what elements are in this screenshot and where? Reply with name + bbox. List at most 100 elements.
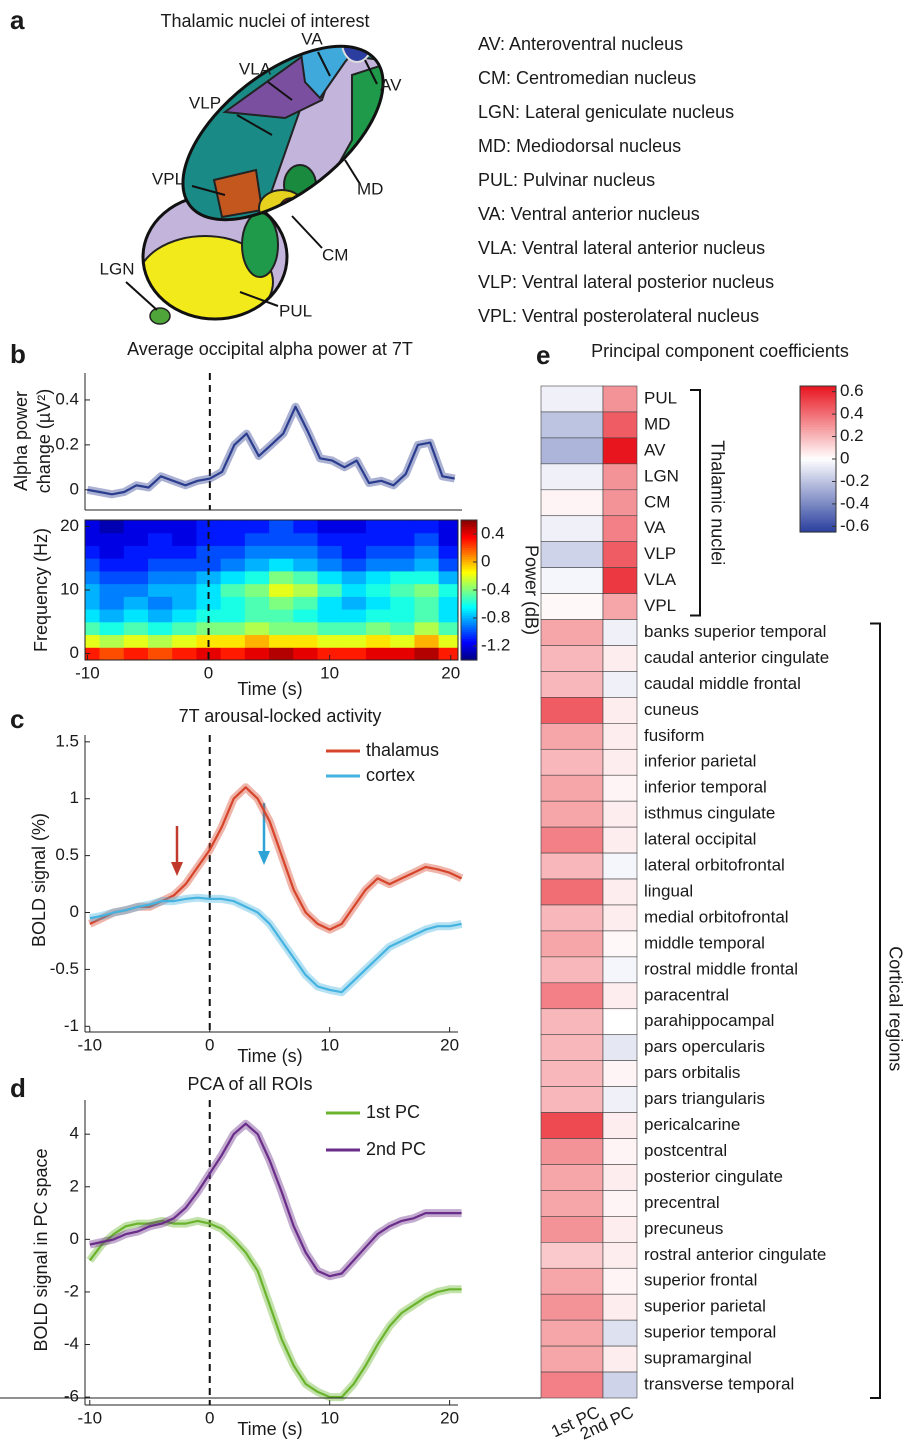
colorbar-label: Power (dB) xyxy=(521,545,541,635)
heatmap-cell xyxy=(414,634,440,648)
heatmap-cell xyxy=(540,671,604,698)
abbreviation-entry: CM: Centromedian nucleus xyxy=(478,68,696,88)
abbreviation-entry: VLA: Ventral lateral anterior nucleus xyxy=(478,238,765,258)
colorbar-segment xyxy=(461,608,477,612)
heatmap-cell xyxy=(390,558,415,572)
heatmap-cell xyxy=(540,1345,604,1373)
colorbar-segment xyxy=(461,655,477,659)
heatmap-cell xyxy=(341,583,367,597)
heatmap-cell xyxy=(438,621,458,636)
heatmap-cell xyxy=(602,489,638,517)
colorbar-segment xyxy=(800,459,836,463)
x-axis-label: Time (s) xyxy=(237,679,302,699)
colorbar-segment xyxy=(800,386,836,390)
heatmap-cell xyxy=(602,1138,638,1165)
panel-title: Average occipital alpha power at 7T xyxy=(127,339,413,359)
colorbar-tick-label: -1.2 xyxy=(481,635,510,654)
y-tick-label: 0 xyxy=(70,1229,79,1248)
row-label: MD xyxy=(644,414,670,433)
colorbar-segment xyxy=(800,407,836,411)
heatmap-cell xyxy=(602,541,638,568)
heatmap-cell xyxy=(341,545,367,559)
heatmap-cell xyxy=(414,609,440,623)
heatmap-cell xyxy=(540,748,604,776)
colorbar-segment xyxy=(461,604,477,607)
heatmap-cell xyxy=(602,1345,638,1373)
heatmap-cell xyxy=(540,826,604,854)
row-label: superior temporal xyxy=(644,1323,776,1342)
colorbar-segment xyxy=(461,534,477,537)
heatmap-cell xyxy=(540,567,604,594)
row-label: rostral anterior cingulate xyxy=(644,1245,826,1264)
heatmap-cell xyxy=(147,647,173,660)
heatmap-cell xyxy=(602,1008,638,1036)
region-label: VLP xyxy=(189,93,221,112)
heatmap-cell xyxy=(602,1034,638,1061)
colorbar-segment xyxy=(800,412,836,416)
colorbar-segment xyxy=(800,444,836,448)
heatmap-cells xyxy=(85,520,458,660)
heatmap-cell xyxy=(438,583,458,597)
heatmap-cell xyxy=(540,852,604,880)
line xyxy=(89,786,463,931)
heatmap-cell xyxy=(540,515,604,542)
heatmap-cell xyxy=(602,619,638,646)
heatmap-cell xyxy=(365,520,391,534)
heatmap-cell xyxy=(99,558,125,572)
heatmap-cell xyxy=(540,1138,604,1165)
colorbar-segment xyxy=(461,615,477,619)
colorbar-segment xyxy=(461,599,477,603)
colorbar-segment xyxy=(800,417,836,421)
colorbar-segment xyxy=(800,510,836,514)
colorbar-segment xyxy=(461,527,477,530)
colorbar-segment xyxy=(461,522,477,526)
colorbar-segment xyxy=(461,636,477,640)
heatmap-cell xyxy=(414,596,440,610)
colorbar-segment xyxy=(800,505,836,509)
heatmap-cell xyxy=(123,583,149,597)
y-axis-label: Frequency (Hz) xyxy=(31,528,51,652)
colorbar-segment xyxy=(800,478,836,482)
panel-label: e xyxy=(536,340,550,370)
row-label: posterior cingulate xyxy=(644,1167,783,1186)
colorbar-segment xyxy=(461,646,477,649)
heatmap-cell xyxy=(99,634,125,648)
y-axis-label: BOLD signal (%) xyxy=(29,813,49,947)
heatmap-cell xyxy=(85,634,101,648)
heatmap-cell xyxy=(244,647,270,660)
x-tick-label: 10 xyxy=(320,1035,339,1054)
row-label: isthmus cingulate xyxy=(644,804,775,823)
heatmap-cell xyxy=(85,621,101,636)
heatmap-cell xyxy=(147,545,173,559)
heatmap-cell xyxy=(365,634,391,648)
panel-title: 7T arousal-locked activity xyxy=(179,706,382,726)
heatmap-cell xyxy=(438,558,458,572)
heatmap-cell xyxy=(540,1190,604,1217)
heatmap-cell xyxy=(244,583,270,597)
heatmap-cell xyxy=(172,520,197,534)
colorbar-segment xyxy=(800,439,836,443)
heatmap-cell xyxy=(220,634,246,648)
heatmap-cell xyxy=(540,956,604,984)
y-tick-label: -1 xyxy=(64,1016,79,1035)
heatmap-cell xyxy=(147,621,173,636)
heatmap-cell xyxy=(147,583,173,597)
row-label: VPL xyxy=(644,596,676,615)
y-tick-label: -4 xyxy=(64,1334,79,1353)
heatmap-cell xyxy=(438,570,458,585)
heatmap-cell xyxy=(317,532,343,546)
colorbar-segment xyxy=(461,594,477,598)
row-label: caudal middle frontal xyxy=(644,674,801,693)
colorbar-segment xyxy=(461,552,477,556)
row-label: lateral orbitofrontal xyxy=(644,856,785,875)
heatmap-cell xyxy=(540,1371,604,1399)
heatmap-cell xyxy=(540,489,604,517)
region-label: VPL xyxy=(152,169,184,188)
heatmap-cell xyxy=(602,930,638,958)
colorbar-segment xyxy=(800,390,836,394)
heatmap-cell xyxy=(390,532,415,546)
heatmap-cell xyxy=(365,596,391,610)
heatmap-cell xyxy=(123,596,149,610)
x-tick-label: -10 xyxy=(78,1035,103,1054)
